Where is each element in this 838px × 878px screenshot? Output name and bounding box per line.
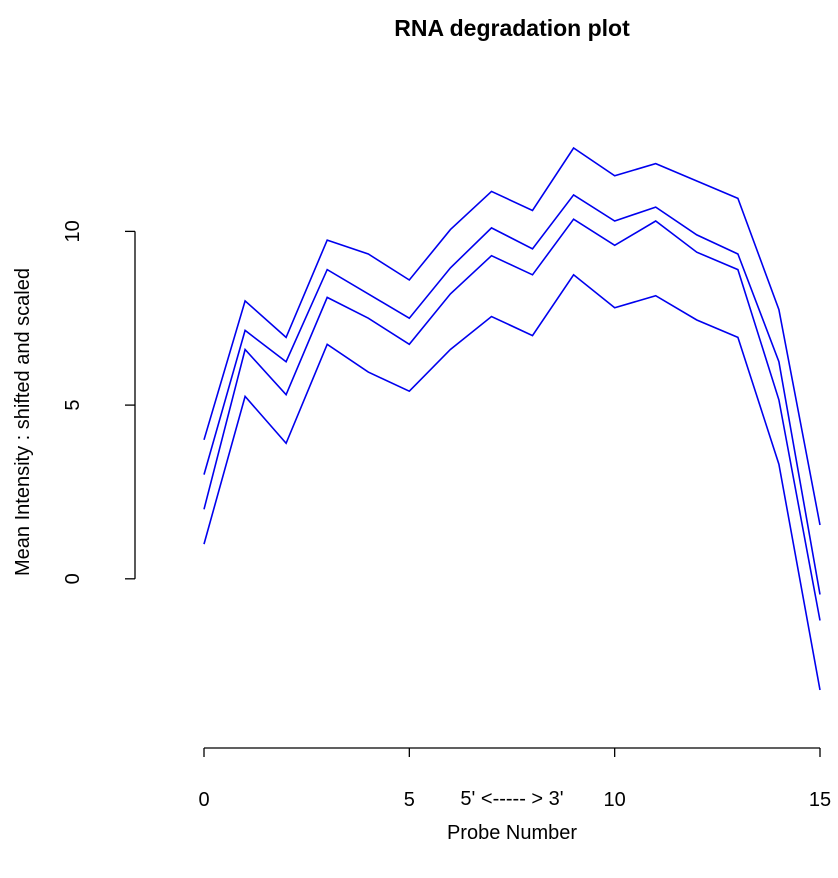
x-axis: 0 5 10 15 [198,747,831,811]
y-tick-label: 5 [62,400,84,411]
y-axis: 0 5 10 [62,220,136,584]
y-axis-label: Mean Intensity : shifted and scaled [12,268,34,576]
series-group [203,146,821,691]
series-line-4 [203,273,821,691]
series-line-2 [203,193,821,595]
x-tick-label: 15 [809,789,831,811]
chart-title: RNA degradation plot [394,15,630,41]
x-tick-label: 0 [198,789,209,811]
y-tick-label: 10 [62,220,84,242]
x-tick-label: 10 [604,789,626,811]
series-line-3 [203,218,821,621]
series-line-1 [203,146,821,526]
x-tick-label: 5 [404,789,415,811]
x-axis-label: Probe Number [447,822,577,844]
y-tick-label: 0 [62,573,84,584]
x-axis-direction-label: 5' <----- > 3' [460,788,563,810]
